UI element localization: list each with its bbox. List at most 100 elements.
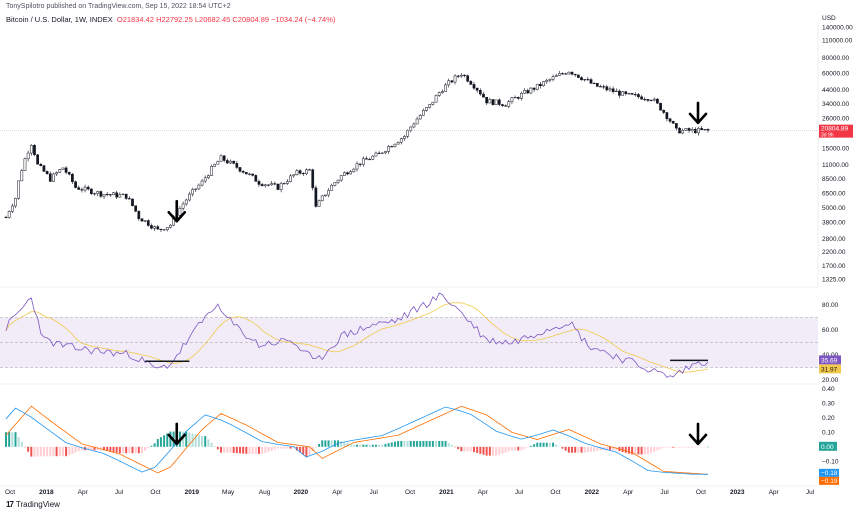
macd-histogram-bar bbox=[555, 444, 558, 447]
macd-pane: 0.400.300.200.100.00−0.100.00−0.18−0.19 bbox=[0, 383, 839, 485]
macd-histogram-bar bbox=[251, 446, 254, 454]
macd-histogram-bar bbox=[460, 446, 463, 452]
candle-body bbox=[665, 112, 669, 120]
candle-body bbox=[431, 101, 435, 105]
macd-histogram-bar bbox=[147, 446, 150, 449]
macd-histogram-bar bbox=[438, 440, 441, 447]
candle-body bbox=[595, 82, 599, 87]
candle-body bbox=[248, 173, 251, 175]
candle-body bbox=[343, 172, 346, 176]
candle-body bbox=[109, 194, 112, 196]
macd-histogram-bar bbox=[675, 446, 678, 448]
macd-histogram-bar bbox=[302, 446, 305, 455]
candles bbox=[4, 70, 710, 233]
macd-histogram-bar bbox=[125, 446, 128, 454]
macd-histogram-bar bbox=[450, 445, 453, 447]
candle-body bbox=[497, 99, 501, 105]
candle-body bbox=[548, 79, 552, 81]
candle-body bbox=[330, 184, 334, 191]
candle-body bbox=[485, 96, 488, 104]
macd-histogram-bar bbox=[571, 446, 574, 453]
time-tick-label: Jul bbox=[115, 489, 124, 496]
macd-histogram-bar bbox=[469, 446, 472, 452]
macd-histogram-bar bbox=[479, 446, 482, 454]
candle-body bbox=[684, 128, 688, 131]
candle-body bbox=[586, 79, 590, 81]
macd-histogram-bar bbox=[567, 446, 570, 453]
candle-body bbox=[270, 183, 273, 186]
candle-body bbox=[630, 93, 634, 95]
macd-histogram-bar bbox=[510, 446, 513, 451]
macd-histogram-bar bbox=[599, 446, 602, 451]
price-tick-label: 26000.00 bbox=[822, 116, 849, 123]
macd-histogram-bar bbox=[153, 443, 156, 447]
macd-histogram-bar bbox=[548, 442, 551, 447]
candle-body bbox=[507, 101, 511, 107]
macd-histogram-bar bbox=[523, 446, 526, 449]
macd-histogram-bar bbox=[191, 433, 194, 447]
candle-body bbox=[415, 118, 419, 125]
arrow-head bbox=[688, 433, 708, 446]
time-tick-label: 2022 bbox=[585, 489, 600, 496]
candle-body bbox=[646, 99, 650, 101]
macd-histogram-bar bbox=[476, 446, 479, 453]
price-tick-label: 1700.00 bbox=[822, 263, 846, 270]
candle-body bbox=[203, 177, 207, 182]
macd-histogram-bar bbox=[561, 446, 564, 449]
candle-body bbox=[80, 189, 84, 191]
candle-body bbox=[535, 83, 539, 90]
macd-histogram-bar bbox=[672, 446, 675, 448]
last-price-badge bbox=[819, 124, 853, 138]
candle-body bbox=[532, 87, 536, 90]
candle-body bbox=[10, 205, 14, 212]
candle-body bbox=[412, 123, 416, 128]
candle-body bbox=[618, 90, 621, 96]
candle-body bbox=[614, 90, 618, 92]
candle-body bbox=[105, 193, 109, 196]
candle-body bbox=[567, 71, 571, 75]
candle-body bbox=[156, 226, 160, 230]
macd-histogram-bar bbox=[58, 446, 61, 457]
macd-histogram-bar bbox=[42, 446, 45, 457]
macd-histogram-bar bbox=[362, 444, 365, 447]
macd-histogram-bar bbox=[419, 440, 422, 447]
time-tick-label: Jul bbox=[660, 489, 669, 496]
candle-body bbox=[520, 92, 523, 99]
candle-body bbox=[273, 183, 277, 185]
price-tick-label: 80000.00 bbox=[822, 55, 849, 62]
candle-body bbox=[289, 175, 292, 182]
time-tick-label: Apr bbox=[78, 489, 89, 496]
macd-histogram-bar bbox=[270, 446, 273, 451]
rsi-ma-value: 31.97 bbox=[821, 366, 838, 373]
macd-histogram-bar bbox=[286, 446, 289, 449]
macd-histogram-bar bbox=[106, 446, 109, 451]
candle-body bbox=[545, 79, 549, 82]
macd-histogram-bar bbox=[397, 440, 400, 447]
candle-body bbox=[687, 128, 691, 131]
candle-body bbox=[327, 190, 330, 196]
candle-body bbox=[48, 173, 52, 182]
time-tick-label: Jul bbox=[515, 489, 524, 496]
candle-body bbox=[706, 129, 710, 131]
candle-body bbox=[200, 180, 204, 186]
candle-body bbox=[466, 75, 470, 82]
macd-histogram-bar bbox=[87, 446, 90, 451]
macd-histogram-bar bbox=[311, 446, 314, 452]
macd-hist-value: 0.00 bbox=[821, 444, 834, 451]
time-tick-label: 2019 bbox=[185, 489, 200, 496]
price-tick-label: 44000.00 bbox=[822, 87, 849, 94]
candle-body bbox=[74, 181, 77, 188]
macd-histogram-bar bbox=[457, 446, 460, 450]
rsi-ma-line bbox=[5, 302, 709, 373]
time-axis: Oct 2018 Apr Jul Oct 2019 May Aug 2020 Apr Jul Oct 2… bbox=[0, 485, 818, 496]
rsi-line bbox=[5, 292, 709, 379]
macd-histogram-bar bbox=[159, 437, 162, 447]
macd-histogram-bar bbox=[501, 446, 504, 454]
candle-body bbox=[349, 171, 353, 175]
macd-histogram-bar bbox=[216, 446, 219, 450]
candle-body bbox=[409, 126, 413, 131]
macd-histogram-bar bbox=[8, 432, 11, 447]
macd-histogram-bar bbox=[352, 444, 355, 447]
macd-histogram-bar bbox=[428, 440, 431, 447]
